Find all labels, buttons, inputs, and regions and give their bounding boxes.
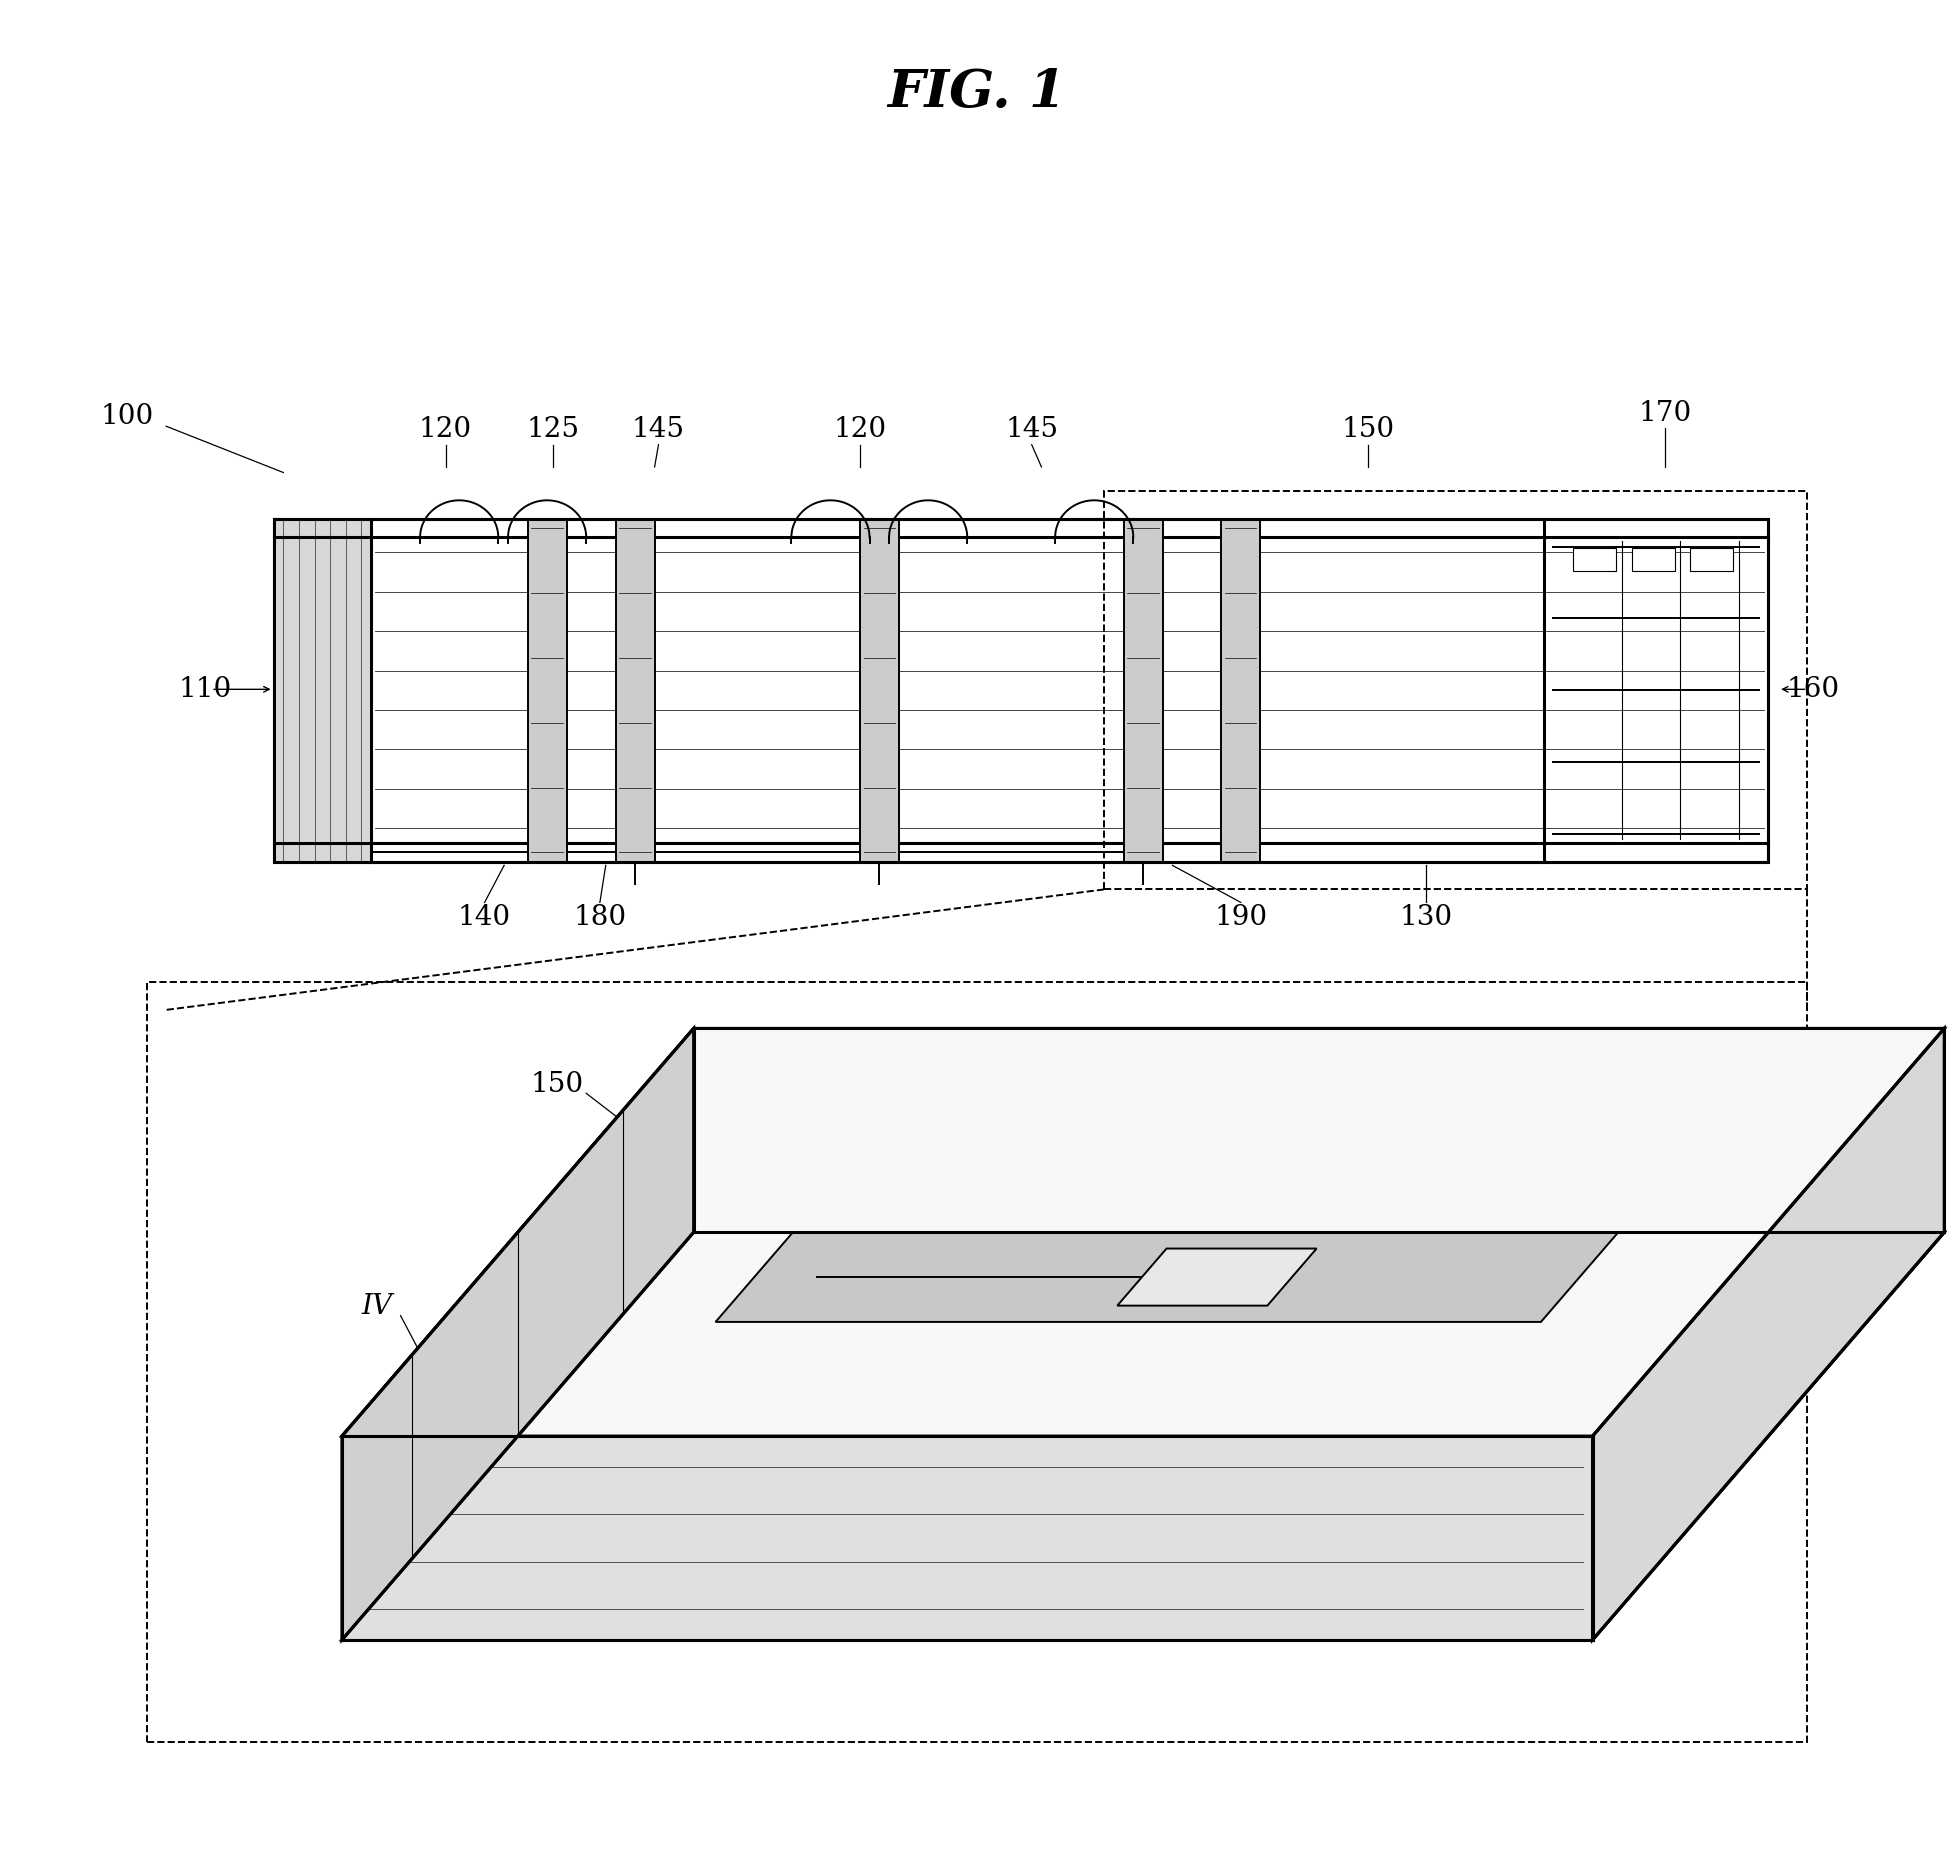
Polygon shape xyxy=(342,1028,694,1640)
Text: FIG. 1: FIG. 1 xyxy=(887,67,1067,119)
Text: 125: 125 xyxy=(526,417,580,443)
Text: 190: 190 xyxy=(1213,904,1268,930)
Polygon shape xyxy=(342,1028,1944,1436)
Bar xyxy=(147,982,1807,1742)
Bar xyxy=(616,519,655,862)
Text: 150: 150 xyxy=(530,1071,584,1097)
Polygon shape xyxy=(1118,1249,1317,1306)
Polygon shape xyxy=(1593,1028,1944,1640)
Bar xyxy=(1573,548,1616,571)
Text: III: III xyxy=(981,1562,1012,1588)
Text: 110: 110 xyxy=(178,676,233,702)
Bar xyxy=(274,519,1768,862)
Text: 170: 170 xyxy=(1637,400,1692,426)
Text: 145: 145 xyxy=(1004,417,1059,443)
Bar xyxy=(1632,548,1675,571)
Text: 120: 120 xyxy=(418,417,473,443)
Polygon shape xyxy=(342,1436,1593,1640)
Bar xyxy=(1221,519,1260,862)
Text: 130: 130 xyxy=(1399,904,1454,930)
Bar xyxy=(1104,491,1807,889)
Bar xyxy=(274,519,371,862)
Polygon shape xyxy=(715,1232,1618,1321)
Text: 160: 160 xyxy=(1786,676,1841,702)
Bar xyxy=(528,519,567,862)
Bar xyxy=(860,519,899,862)
Bar xyxy=(1690,548,1733,571)
Text: IV: IV xyxy=(1739,1145,1770,1171)
Bar xyxy=(274,519,1768,862)
Bar xyxy=(1124,519,1163,862)
Text: 145: 145 xyxy=(1272,1516,1327,1542)
Text: IV: IV xyxy=(361,1293,393,1319)
Text: 100: 100 xyxy=(100,404,154,430)
Text: 150: 150 xyxy=(1340,417,1395,443)
Text: 180: 180 xyxy=(573,904,627,930)
Text: 120: 120 xyxy=(832,417,887,443)
Text: III: III xyxy=(1108,1043,1139,1069)
Text: 140: 140 xyxy=(457,904,512,930)
Text: 145: 145 xyxy=(631,417,686,443)
Polygon shape xyxy=(342,1232,1944,1640)
